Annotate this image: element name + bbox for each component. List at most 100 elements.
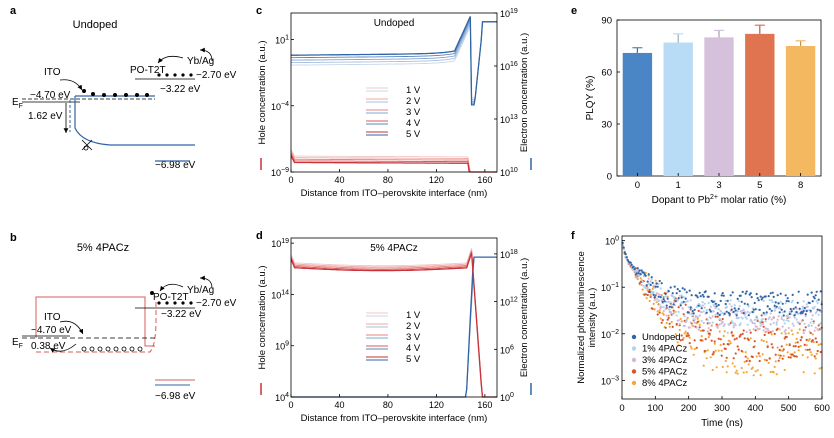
data-point bbox=[756, 369, 759, 372]
data-point bbox=[675, 314, 678, 317]
panel-a-yb: Yb/Ag bbox=[187, 56, 214, 67]
data-point bbox=[720, 349, 723, 352]
data-point bbox=[796, 331, 799, 334]
data-point bbox=[777, 359, 780, 362]
data-point bbox=[746, 323, 749, 326]
data-point bbox=[734, 309, 737, 312]
y-right-tick-label: 106 bbox=[500, 344, 514, 355]
data-point bbox=[676, 341, 679, 344]
data-point bbox=[695, 346, 698, 349]
data-point bbox=[752, 374, 755, 377]
data-point bbox=[768, 316, 771, 319]
data-point bbox=[737, 348, 740, 351]
data-point bbox=[716, 312, 719, 315]
data-point bbox=[702, 329, 705, 332]
electron-curve-3V bbox=[291, 21, 497, 102]
panel-e-chart: 0 1 3 5 8 0 30 60 90 Dopant to Pb2+ molar ratio (… bbox=[585, 16, 822, 206]
data-point bbox=[687, 334, 690, 337]
electron-curve-4V bbox=[291, 18, 497, 104]
data-point bbox=[749, 331, 752, 334]
data-point bbox=[671, 313, 674, 316]
data-point bbox=[804, 315, 807, 318]
data-point bbox=[735, 369, 738, 372]
data-point bbox=[623, 251, 626, 254]
data-point bbox=[660, 294, 663, 297]
legend-label: 3 V bbox=[406, 107, 421, 118]
panel-b-ito-level: −4.70 eV bbox=[31, 325, 72, 336]
data-point bbox=[748, 312, 751, 315]
data-point bbox=[773, 304, 776, 307]
data-point bbox=[624, 252, 627, 256]
data-point bbox=[739, 294, 742, 297]
data-point bbox=[722, 324, 725, 328]
data-point bbox=[733, 338, 736, 341]
data-point bbox=[765, 359, 768, 362]
data-point bbox=[748, 359, 751, 362]
data-point bbox=[806, 305, 809, 308]
data-point bbox=[652, 293, 655, 296]
data-point bbox=[647, 282, 650, 285]
data-point bbox=[702, 310, 705, 313]
data-point bbox=[697, 328, 700, 331]
data-point bbox=[782, 354, 785, 357]
data-point bbox=[717, 337, 720, 340]
data-point bbox=[774, 307, 777, 310]
data-point bbox=[730, 331, 733, 334]
data-point bbox=[665, 304, 668, 307]
legend-label: 5% 4PACz bbox=[642, 367, 687, 378]
data-point bbox=[666, 295, 669, 298]
data-point bbox=[765, 330, 768, 333]
data-point bbox=[797, 290, 800, 293]
data-point bbox=[706, 322, 709, 325]
data-point bbox=[738, 335, 741, 338]
data-point bbox=[765, 340, 768, 344]
hole-curve-5V bbox=[290, 155, 497, 173]
panel-b-band-top bbox=[35, 296, 155, 347]
data-point bbox=[639, 277, 642, 280]
data-point bbox=[639, 273, 642, 276]
data-point bbox=[693, 308, 696, 311]
data-point bbox=[733, 365, 736, 368]
data-point bbox=[758, 355, 761, 358]
data-point bbox=[654, 285, 657, 288]
panel-a-gap: 1.62 eV bbox=[28, 111, 63, 122]
data-point bbox=[684, 303, 687, 306]
y-left-tick-label: 10−4 bbox=[271, 101, 289, 112]
data-point bbox=[723, 323, 726, 326]
data-point bbox=[817, 313, 820, 316]
data-point bbox=[802, 300, 805, 303]
data-point bbox=[780, 317, 783, 320]
data-point bbox=[632, 265, 635, 268]
data-point bbox=[781, 357, 784, 360]
data-point bbox=[812, 340, 815, 344]
data-point bbox=[787, 326, 790, 330]
data-point bbox=[736, 310, 739, 313]
data-point bbox=[759, 295, 762, 298]
y-left-tick-label: 1014 bbox=[271, 289, 289, 300]
y-tick-label: 100 bbox=[605, 236, 619, 247]
chart-title: 5% 4PACz bbox=[370, 243, 418, 254]
y-tick-label: 90 bbox=[601, 16, 612, 27]
x-tick-label: 40 bbox=[334, 175, 344, 185]
data-point bbox=[730, 305, 733, 308]
data-point bbox=[779, 292, 782, 295]
data-point bbox=[698, 323, 701, 326]
data-point bbox=[685, 335, 688, 338]
data-point bbox=[734, 324, 737, 327]
y-axis-label-line2: intensity (a.u.) bbox=[587, 288, 598, 348]
y-tick-label: 60 bbox=[601, 68, 612, 79]
data-point bbox=[655, 297, 658, 300]
data-point bbox=[652, 291, 655, 294]
data-point bbox=[713, 340, 716, 343]
data-point bbox=[758, 327, 761, 330]
data-point bbox=[672, 303, 675, 306]
legend-marker bbox=[631, 334, 637, 340]
data-point bbox=[808, 301, 811, 305]
panel-b-po: PO-T2T bbox=[153, 292, 189, 303]
data-point bbox=[717, 303, 720, 307]
data-point bbox=[714, 349, 717, 352]
data-point bbox=[694, 314, 697, 317]
data-point bbox=[805, 344, 808, 347]
data-point bbox=[806, 356, 809, 359]
data-point bbox=[755, 292, 758, 296]
